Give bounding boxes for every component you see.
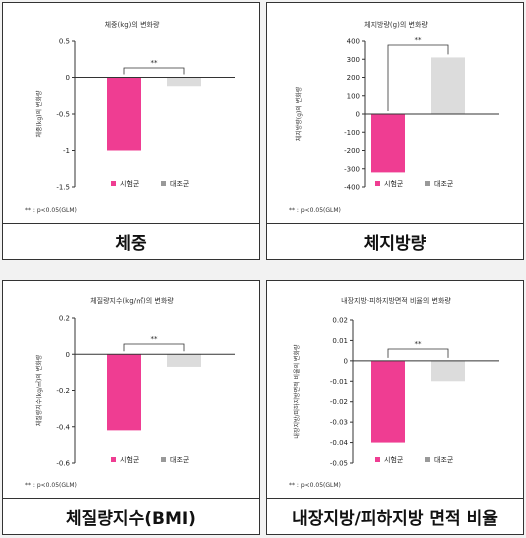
bar-treatment bbox=[107, 77, 141, 151]
bar-control bbox=[167, 354, 201, 367]
chart-caption: 체질량지수(BMI) bbox=[3, 498, 259, 534]
y-tick-label: -0.02 bbox=[330, 398, 348, 406]
y-tick-label: 0.5 bbox=[59, 38, 70, 46]
legend-swatch-control bbox=[425, 181, 430, 186]
bar-treatment bbox=[107, 354, 141, 431]
y-tick-label: 0.02 bbox=[332, 317, 348, 325]
chart-caption: 내장지방/피하지방 면적 비율 bbox=[267, 498, 523, 534]
legend-label-treatment: 시험군 bbox=[384, 456, 404, 464]
y-tick-label: 100 bbox=[347, 92, 360, 100]
y-axis-label: 체지방량(g)의 변화량 bbox=[295, 86, 303, 141]
legend-label-treatment: 시험군 bbox=[384, 180, 404, 188]
y-tick-label: -0.2 bbox=[56, 387, 70, 395]
y-tick-label: -1.5 bbox=[56, 184, 70, 192]
significance-marker: ** bbox=[415, 36, 423, 44]
y-tick-label: -1 bbox=[63, 147, 70, 155]
y-tick-label: -0.5 bbox=[56, 111, 70, 119]
bar-control bbox=[431, 360, 465, 382]
legend-label-control: 대조군 bbox=[170, 456, 190, 464]
chart-caption: 체중 bbox=[3, 223, 259, 259]
significance-bracket bbox=[387, 348, 449, 358]
chart-title: 체질량지수(kg/㎡)의 변화량 bbox=[90, 296, 174, 305]
bar-control bbox=[431, 57, 465, 114]
y-tick-label: -0.4 bbox=[56, 423, 70, 431]
y-tick-label: -400 bbox=[344, 184, 360, 192]
y-tick-label: 0 bbox=[356, 111, 360, 119]
bar-treatment bbox=[371, 360, 405, 443]
y-tick-label: 400 bbox=[347, 38, 360, 46]
legend-label-control: 대조군 bbox=[434, 180, 454, 188]
significance-marker: ** bbox=[151, 335, 159, 343]
legend-swatch-treatment bbox=[375, 457, 380, 462]
significance-marker: ** bbox=[415, 340, 423, 348]
y-tick-label: -0.05 bbox=[330, 460, 348, 468]
legend-swatch-treatment bbox=[375, 181, 380, 186]
significance-note: ** : p<0.05(GLM) bbox=[25, 207, 77, 214]
y-tick-label: 0 bbox=[344, 357, 348, 365]
y-tick-label: 0 bbox=[66, 74, 70, 82]
chart-panel-body-fat: 체지방량(g)의 변화량 체지방량(g)의 변화량 400 300 200 100 0 -10… bbox=[266, 2, 524, 260]
chart-panel-bmi: 체질량지수(kg/㎡)의 변화량 체질량지수(kg/㎡)의 변화량 0.2 0 -0.2… bbox=[2, 280, 260, 535]
y-tick-label: -0.04 bbox=[330, 439, 349, 447]
y-axis-label: 체질량지수(kg/㎡)의 변화량 bbox=[35, 354, 43, 426]
y-tick-label: -200 bbox=[344, 147, 360, 155]
bar-treatment bbox=[371, 114, 405, 173]
y-tick-label: 0.2 bbox=[59, 315, 70, 323]
legend-swatch-control bbox=[425, 457, 430, 462]
chart-title: 체지방량(g)의 변화량 bbox=[364, 20, 428, 29]
significance-bracket bbox=[123, 343, 185, 352]
y-tick-label: -0.03 bbox=[330, 419, 348, 427]
legend-label-control: 대조군 bbox=[170, 180, 190, 188]
y-tick-label: 0.01 bbox=[332, 337, 348, 345]
significance-note: ** : p<0.05(GLM) bbox=[25, 482, 77, 489]
significance-note: ** : p<0.05(GLM) bbox=[289, 207, 341, 214]
chart-title: 내장지방·피하지방면적 비율의 변화량 bbox=[341, 296, 451, 305]
chart-panel-body-weight: 체중(kg)의 변화량 체중(kg)의 변화량 0.5 0 -0.5 -1 -1.5 ** 시험… bbox=[2, 2, 260, 260]
legend-label-treatment: 시험군 bbox=[120, 180, 140, 188]
legend-swatch-control bbox=[161, 457, 166, 462]
y-tick-label: -0.01 bbox=[330, 378, 348, 386]
y-tick-label: 0 bbox=[66, 351, 70, 359]
y-tick-label: -300 bbox=[344, 165, 360, 173]
y-tick-label: -100 bbox=[344, 129, 360, 137]
significance-bracket bbox=[123, 67, 185, 75]
y-tick-label: 300 bbox=[347, 56, 360, 64]
y-tick-label: -0.6 bbox=[56, 460, 70, 468]
significance-note: ** : p<0.05(GLM) bbox=[289, 482, 341, 489]
chart-caption: 체지방량 bbox=[267, 223, 523, 259]
legend-swatch-control bbox=[161, 181, 166, 186]
significance-bracket bbox=[387, 44, 449, 111]
legend-swatch-treatment bbox=[111, 457, 116, 462]
significance-marker: ** bbox=[151, 59, 159, 67]
legend-label-control: 대조군 bbox=[434, 456, 454, 464]
y-axis-label: 내장지방/피하지방면적 비율의 변화량 bbox=[293, 344, 301, 439]
bar-control bbox=[167, 77, 201, 87]
y-tick-label: 200 bbox=[347, 74, 360, 82]
legend-label-treatment: 시험군 bbox=[120, 456, 140, 464]
y-axis-label: 체중(kg)의 변화량 bbox=[35, 90, 43, 137]
chart-title: 체중(kg)의 변화량 bbox=[105, 20, 160, 29]
legend-swatch-treatment bbox=[111, 181, 116, 186]
